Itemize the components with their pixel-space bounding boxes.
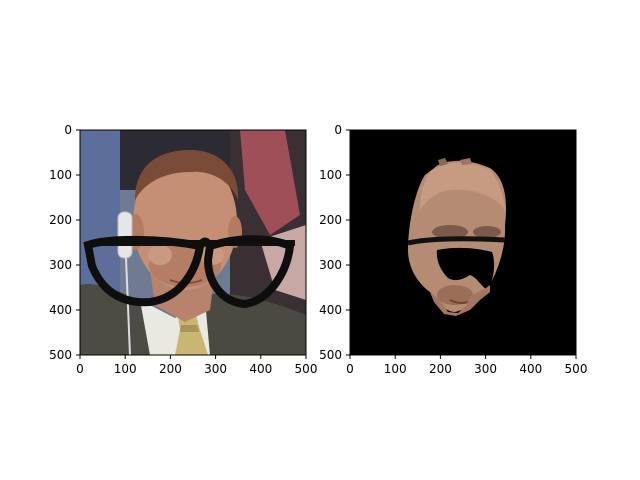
- x-tick-label: 500: [565, 362, 588, 376]
- x-tick-label: 400: [519, 362, 542, 376]
- x-tick-label: 300: [474, 362, 497, 376]
- x-tick-label: 200: [429, 362, 452, 376]
- segmented-face-image: [350, 130, 576, 355]
- x-tick-label: 500: [295, 362, 318, 376]
- y-tick-label: 100: [319, 168, 342, 182]
- left-axes: 0 100 200 300 400 500 0 100 200 300 400 500: [49, 123, 317, 376]
- face-mask-region: [407, 158, 507, 316]
- x-tick-label: 0: [76, 362, 84, 376]
- y-tick-label: 300: [319, 258, 342, 272]
- y-tick-label: 500: [319, 348, 342, 362]
- x-tick-label: 100: [114, 362, 137, 376]
- glasses-overlay: [83, 235, 295, 309]
- x-tick-label: 200: [159, 362, 182, 376]
- face-photo-image: [80, 130, 306, 355]
- left-axis-ticks: 0 100 200 300 400 500 0 100 200 300 400 500: [49, 123, 317, 376]
- y-tick-label: 400: [49, 303, 72, 317]
- y-tick-label: 300: [49, 258, 72, 272]
- y-tick-label: 500: [49, 348, 72, 362]
- y-tick-label: 100: [49, 168, 72, 182]
- y-tick-label: 0: [64, 123, 72, 137]
- x-tick-label: 100: [384, 362, 407, 376]
- y-tick-label: 200: [319, 213, 342, 227]
- y-tick-label: 400: [319, 303, 342, 317]
- x-tick-label: 300: [204, 362, 227, 376]
- y-tick-label: 0: [334, 123, 342, 137]
- right-axis-ticks: 0 100 200 300 400 500 0 100 200 300 400 500: [319, 123, 587, 376]
- x-tick-label: 400: [249, 362, 272, 376]
- x-tick-label: 0: [346, 362, 354, 376]
- y-tick-label: 200: [49, 213, 72, 227]
- right-axes: 0 100 200 300 400 500 0 100 200 300 400 500: [319, 123, 587, 376]
